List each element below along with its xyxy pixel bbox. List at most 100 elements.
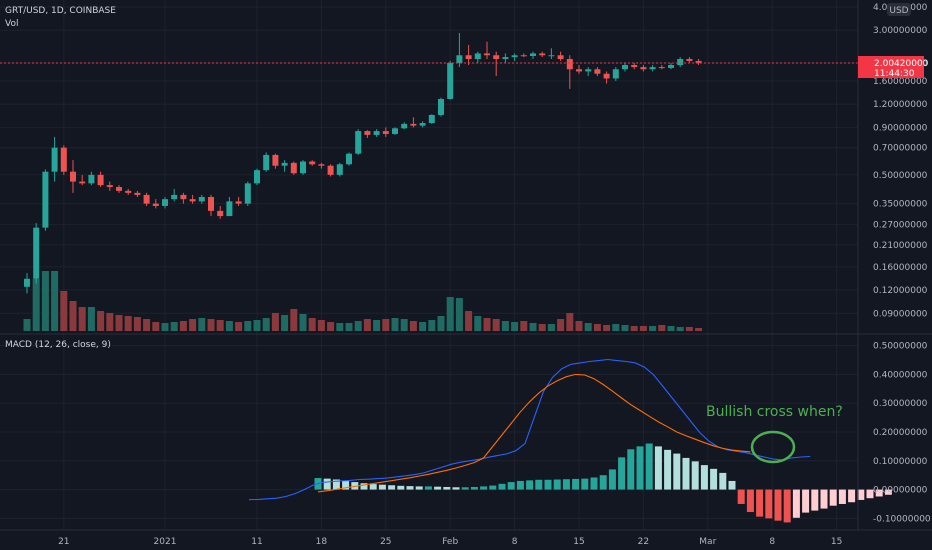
macd-tick-label: 0.40000000 <box>873 370 928 380</box>
volume-bar <box>207 319 215 331</box>
histogram-bar <box>581 478 589 490</box>
candle-body <box>631 64 638 68</box>
histogram-bar <box>434 486 442 490</box>
price-tick-label: 0.90000000 <box>873 123 928 133</box>
histogram-bar <box>811 489 819 511</box>
time-tick-label: 8 <box>769 537 775 547</box>
candle-body <box>382 131 389 134</box>
candle-body <box>189 199 196 202</box>
candle-body <box>576 69 582 72</box>
annotation-text: Bullish cross when? <box>706 404 843 420</box>
macd-tick-label: 0.50000000 <box>873 342 928 352</box>
histogram-bar <box>673 453 681 490</box>
candle-body <box>493 55 500 60</box>
volume-bar <box>363 319 371 331</box>
macd-histogram <box>314 443 892 523</box>
volume-legend[interactable]: Vol <box>5 19 18 29</box>
volume-bar <box>575 321 583 331</box>
candle-body <box>419 123 426 126</box>
last-price-label-bg <box>858 56 924 78</box>
volume-bar <box>593 324 601 331</box>
macd-tick-label: 0.00000000 <box>873 486 928 496</box>
volume-bar <box>400 319 408 331</box>
candle-body <box>79 181 86 184</box>
volume-bar <box>216 320 224 331</box>
volume-bar <box>621 325 629 331</box>
currency-badge[interactable]: USD <box>889 6 908 16</box>
histogram-bar <box>756 489 764 517</box>
histogram-bar <box>526 480 534 490</box>
candle-body <box>125 190 132 193</box>
volume-bar <box>446 297 454 331</box>
histogram-bar <box>618 457 626 490</box>
candle-body <box>88 174 95 184</box>
candle-body <box>244 183 251 204</box>
volume-bar <box>97 311 105 331</box>
volume-bar <box>676 327 684 331</box>
candle-body <box>309 161 316 165</box>
histogram-bar <box>498 483 506 490</box>
price-scale[interactable]: 4.000000003.000000002.000000001.60000000… <box>873 3 928 319</box>
volume-bar <box>455 298 463 331</box>
macd-line <box>248 358 811 501</box>
volume-bar <box>649 326 657 331</box>
candle-body <box>171 194 178 200</box>
histogram-bar <box>884 489 892 495</box>
volume-bar <box>520 321 528 331</box>
volume-bar <box>244 321 252 331</box>
candle-body <box>42 171 49 228</box>
candle-body <box>290 162 297 174</box>
currency-badge-bg[interactable] <box>887 3 911 16</box>
volume-bar <box>32 279 40 331</box>
volume-bar <box>437 316 445 331</box>
candle-body <box>235 201 242 204</box>
time-axis[interactable]: 21 2021 11 18 25 Feb 8 15 22 Mar 8 15 <box>58 537 842 547</box>
symbol-legend[interactable]: GRT/USD, 1D, COINBASE <box>5 6 116 16</box>
volume-bar <box>695 328 703 331</box>
time-tick-label: 15 <box>573 537 584 547</box>
histogram-bar <box>369 484 377 490</box>
candle-body <box>686 59 693 61</box>
histogram-bar <box>664 449 672 490</box>
volume-bar <box>299 314 307 331</box>
macd-tick-label: 0.10000000 <box>873 457 928 467</box>
volume-bar <box>198 318 206 331</box>
candle-body <box>60 147 67 172</box>
candle-body <box>530 53 536 56</box>
histogram-bar <box>332 479 340 490</box>
candle-body <box>484 53 490 56</box>
macd-legend[interactable]: MACD (12, 26, close, 9) <box>5 340 111 350</box>
volume-bar <box>124 316 132 331</box>
volume-bar <box>685 327 693 331</box>
volume-bar <box>336 323 344 331</box>
candle-body <box>520 55 527 57</box>
volume-bar <box>603 325 611 331</box>
volume-bar <box>382 319 390 331</box>
histogram-bar <box>535 479 543 490</box>
histogram-bar <box>682 457 690 490</box>
volume-bar <box>106 313 114 331</box>
histogram-bar <box>351 482 359 490</box>
time-tick-label: Mar <box>699 537 716 547</box>
candle-body <box>346 153 352 165</box>
candle-body <box>401 123 408 129</box>
macd-scale[interactable]: 0.50000000 0.40000000 0.30000000 0.20000000… <box>873 342 931 525</box>
volume-bar <box>143 319 151 331</box>
candle-body <box>152 203 159 206</box>
time-tick-label: Feb <box>442 537 458 547</box>
histogram-bar <box>452 487 460 490</box>
price-tick-label: 0.50000000 <box>873 171 928 181</box>
candle-body <box>640 67 647 70</box>
histogram-bar <box>774 489 782 521</box>
volume-bar <box>115 315 123 331</box>
histogram-bar <box>875 489 883 497</box>
price-candles[interactable] <box>24 32 702 294</box>
histogram-bar <box>654 446 662 490</box>
candle-body <box>410 123 417 126</box>
candle-body <box>677 59 684 65</box>
volume-bar <box>391 318 399 331</box>
candle-body <box>336 164 343 175</box>
histogram-bar <box>470 486 478 490</box>
histogram-bar <box>489 485 497 490</box>
